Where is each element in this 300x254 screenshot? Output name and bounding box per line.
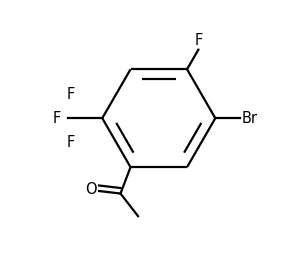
Text: Br: Br — [242, 111, 258, 126]
Text: O: O — [85, 182, 97, 197]
Text: F: F — [194, 33, 202, 48]
Text: F: F — [67, 87, 75, 102]
Text: F: F — [52, 111, 61, 126]
Text: F: F — [67, 135, 75, 150]
